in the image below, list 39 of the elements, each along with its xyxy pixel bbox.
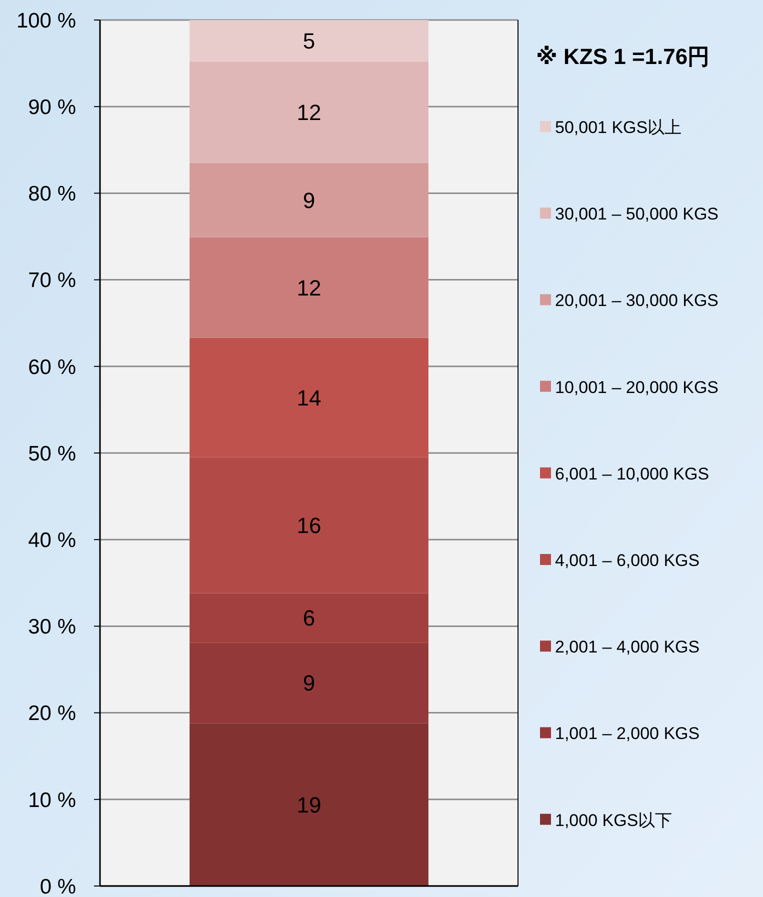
y-tick-label: 90 % [28, 96, 76, 119]
y-tick-label: 60 % [28, 356, 76, 379]
data-label: 14 [296, 385, 322, 410]
legend-label: 4,001 – 6,000 KGS [555, 550, 700, 570]
legend-label: 30,001 – 50,000 KGS [555, 204, 719, 224]
bar [190, 593, 428, 643]
data-label: 9 [302, 188, 316, 213]
y-tick-label: 50 % [28, 442, 76, 466]
y-tick-label: 30 % [28, 616, 76, 639]
legend-label: 1,000 KGS以下 [555, 810, 672, 830]
y-tick-label: 0 % [40, 875, 76, 897]
bar [190, 642, 428, 724]
bar [190, 162, 428, 238]
bar [190, 723, 428, 886]
data-label: 12 [296, 275, 322, 300]
bar [190, 338, 428, 458]
legend-label: 10,001 – 20,000 KGS [555, 378, 719, 397]
text: ※ KZS 1 =1.76円 [536, 44, 710, 69]
y-tick-label: 100 % [16, 9, 76, 32]
y-tick-label: 40 % [28, 528, 76, 552]
data-label: 5 [302, 28, 316, 54]
y-tick-label: 70 % [28, 269, 76, 292]
y-tick-label: 20 % [28, 702, 76, 726]
data-label: 9 [302, 670, 316, 696]
data-label: 19 [296, 792, 322, 818]
data-label: 12 [296, 100, 322, 125]
data-label: 16 [296, 513, 322, 538]
legend-label: 1,001 – 2,000 KGS [555, 724, 700, 744]
bar [190, 20, 428, 62]
y-tick-label: 80 % [28, 182, 76, 206]
bar [190, 62, 428, 163]
legend-label: 2,001 – 4,000 KGS [555, 638, 700, 657]
bar [190, 237, 428, 338]
bar [190, 457, 428, 594]
data-label: 6 [302, 606, 316, 631]
legend-label: 20,001 – 30,000 KGS [555, 291, 719, 310]
legend-label: 50,001 KGS以上 [555, 118, 682, 137]
y-tick-label: 10 % [28, 788, 76, 812]
legend-label: 6,001 – 10,000 KGS [555, 464, 710, 484]
